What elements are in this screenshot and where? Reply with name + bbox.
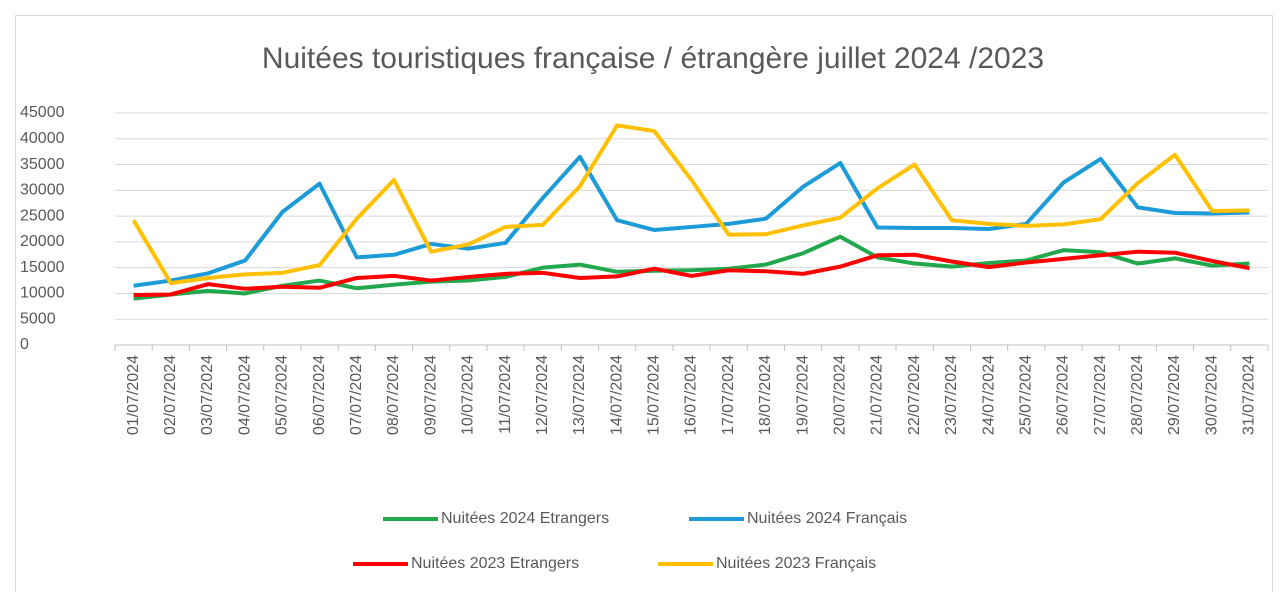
- legend-label: Nuitées 2023 Français: [716, 555, 876, 572]
- legend-label: Nuitées 2024 Etrangers: [441, 510, 609, 527]
- y-tick-label: 5000: [20, 310, 56, 327]
- y-tick-label: 25000: [20, 207, 65, 224]
- x-tick-label: 10/07/2024: [460, 355, 477, 435]
- line-series: [133, 249, 1250, 297]
- x-tick-label: 25/07/2024: [1017, 355, 1034, 435]
- x-tick-label: 02/07/2024: [162, 355, 179, 435]
- x-tick-label: 27/07/2024: [1092, 355, 1109, 435]
- x-tick-label: 03/07/2024: [199, 355, 216, 435]
- chart-frame: [15, 15, 1273, 592]
- legend-label: Nuitées 2023 Etrangers: [411, 555, 579, 572]
- x-tick-label: 29/07/2024: [1166, 355, 1183, 435]
- x-tick-label: 06/07/2024: [311, 355, 328, 435]
- x-tick-label: 19/07/2024: [794, 355, 811, 435]
- x-tick-label: 31/07/2024: [1241, 355, 1258, 435]
- x-tick-label: 26/07/2024: [1055, 355, 1072, 435]
- x-tick-label: 14/07/2024: [608, 355, 625, 435]
- y-tick-label: 20000: [20, 233, 65, 250]
- x-tick-label: 07/07/2024: [348, 355, 365, 435]
- x-tick-label: 13/07/2024: [571, 355, 588, 435]
- x-tick-label: 21/07/2024: [869, 355, 886, 435]
- x-tick-label: 15/07/2024: [646, 355, 663, 435]
- x-tick-label: 28/07/2024: [1129, 355, 1146, 435]
- x-tick-label: 16/07/2024: [683, 355, 700, 435]
- y-tick-label: 30000: [20, 182, 65, 199]
- x-tick-label: 22/07/2024: [906, 355, 923, 435]
- x-tick-label: 05/07/2024: [274, 355, 291, 435]
- chart-title: Nuitées touristiques française / étrangè…: [262, 42, 1044, 75]
- y-tick-label: 0: [20, 336, 29, 353]
- x-tick-label: 23/07/2024: [943, 355, 960, 435]
- x-tick-label: 11/07/2024: [497, 355, 514, 434]
- x-tick-label: 30/07/2024: [1203, 355, 1220, 435]
- line-series: [133, 154, 1250, 288]
- y-tick-label: 15000: [20, 259, 65, 276]
- line-series: [131, 123, 1250, 286]
- x-tick-label: 08/07/2024: [385, 355, 402, 435]
- line-series: [133, 234, 1250, 301]
- x-tick-label: 01/07/2024: [125, 355, 142, 435]
- x-tick-label: 04/07/2024: [236, 355, 253, 435]
- y-tick-label: 45000: [20, 104, 65, 121]
- x-tick-label: 09/07/2024: [422, 355, 439, 435]
- legend-label: Nuitées 2024 Français: [747, 510, 907, 527]
- y-tick-label: 35000: [20, 156, 65, 173]
- x-tick-label: 18/07/2024: [757, 355, 774, 435]
- y-tick-label: 10000: [20, 285, 65, 302]
- y-tick-label: 40000: [20, 130, 65, 147]
- x-tick-label: 24/07/2024: [980, 355, 997, 435]
- x-tick-label: 17/07/2024: [720, 355, 737, 435]
- x-tick-label: 12/07/2024: [534, 355, 551, 435]
- x-tick-label: 20/07/2024: [831, 355, 848, 435]
